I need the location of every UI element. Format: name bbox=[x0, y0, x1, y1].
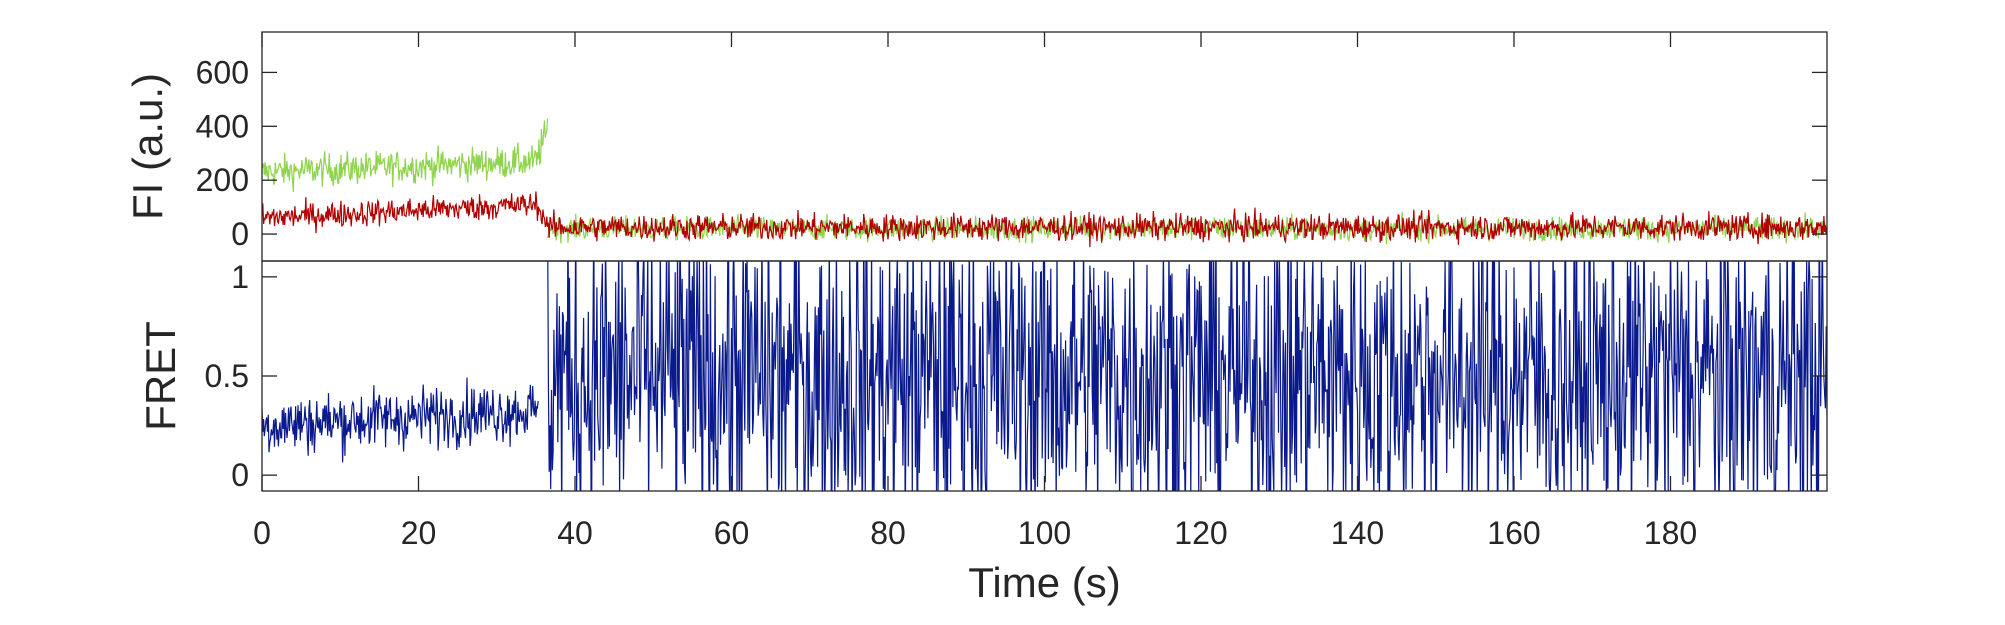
bottom-ytick-label: 0.5 bbox=[205, 358, 249, 394]
xtick-label: 140 bbox=[1331, 515, 1384, 551]
xtick-label: 0 bbox=[253, 515, 271, 551]
xtick-label: 20 bbox=[401, 515, 437, 551]
xtick-label: 40 bbox=[557, 515, 593, 551]
fret-series-1 bbox=[262, 261, 1827, 491]
xtick-label: 160 bbox=[1487, 515, 1540, 551]
xtick-label: 180 bbox=[1644, 515, 1697, 551]
bottom-ytick-label: 1 bbox=[231, 259, 249, 295]
top-ytick-label: 600 bbox=[196, 54, 249, 90]
top-ytick-label: 400 bbox=[196, 108, 249, 144]
xtick-label: 120 bbox=[1174, 515, 1227, 551]
top-y-axis-label: FI (a.u.) bbox=[124, 73, 171, 220]
bottom-panel: 0 0.5 1 0 20 40 60 80 100 120 140 160 180 FRET Time… bbox=[137, 32, 1828, 606]
x-axis-label: Time (s) bbox=[968, 559, 1120, 606]
xtick-label: 80 bbox=[870, 515, 906, 551]
bottom-y-axis-label: FRET bbox=[137, 321, 184, 431]
top-series-2 bbox=[262, 191, 1827, 248]
xtick-label: 100 bbox=[1018, 515, 1071, 551]
xtick-label: 60 bbox=[714, 515, 750, 551]
top-series-1 bbox=[262, 118, 1827, 245]
top-panel: 0 200 400 600 FI (a.u.) bbox=[124, 31, 1828, 262]
bottom-ytick-label: 0 bbox=[231, 457, 249, 493]
top-ytick-label: 0 bbox=[231, 216, 249, 252]
top-ytick-label: 200 bbox=[196, 162, 249, 198]
